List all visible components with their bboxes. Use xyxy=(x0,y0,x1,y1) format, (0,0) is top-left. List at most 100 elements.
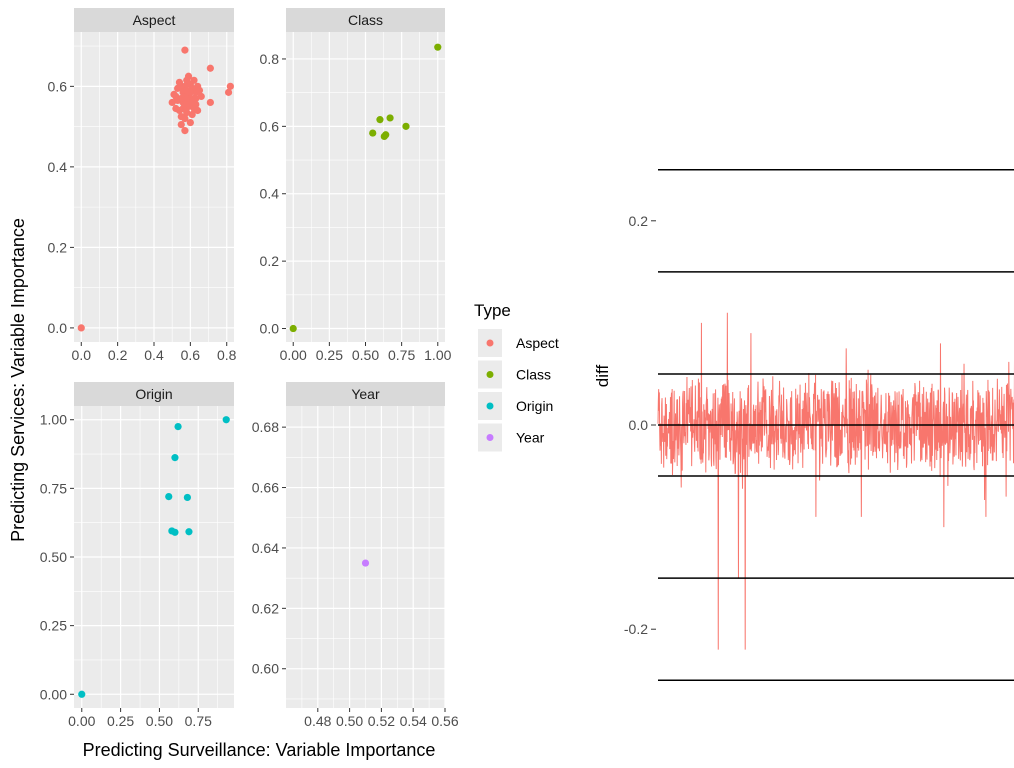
scatter-point-class xyxy=(402,122,410,130)
scatter-point-aspect xyxy=(195,86,204,94)
y-tick-label: 0.60 xyxy=(252,661,279,677)
scatter-point-aspect xyxy=(192,94,200,103)
y-tick-label: 0.25 xyxy=(40,618,67,634)
legend-swatch-origin xyxy=(486,402,494,410)
scatter-point-class xyxy=(380,132,388,141)
facet-strip-aspect xyxy=(74,8,234,32)
scatter-point-origin xyxy=(171,454,179,462)
legend-swatch-year xyxy=(486,434,494,441)
x-tick-label: 0.75 xyxy=(388,347,415,363)
diff-y-tick-label: -0.2 xyxy=(624,621,648,637)
x-tick-label: 0.50 xyxy=(352,347,379,363)
x-tick-label: 0.50 xyxy=(336,713,363,729)
scatter-point-class xyxy=(386,114,394,122)
x-tick-label: 0.75 xyxy=(185,713,212,729)
scatter-point-aspect xyxy=(177,112,185,121)
legend-label-year: Year xyxy=(516,430,545,446)
scatter-point-aspect xyxy=(168,98,176,107)
y-tick-label: 0.2 xyxy=(260,253,280,269)
scatter-point-aspect xyxy=(170,90,178,99)
scatter-point-aspect xyxy=(224,88,233,96)
scatter-point-origin xyxy=(78,690,86,698)
x-tick-label: 0.6 xyxy=(181,347,201,363)
y-tick-label: 0.4 xyxy=(48,159,68,175)
diff-y-tick-label: 0.2 xyxy=(629,213,649,229)
scatter-point-aspect xyxy=(177,94,185,103)
facet-aspect: Aspect 0.0 0.2 0.4 0.6 0.8 0.0 0.2 0.4 0.6 xyxy=(48,8,237,363)
x-tick-label: 0.25 xyxy=(316,347,343,363)
y-tick-label: 0.8 xyxy=(260,51,280,67)
diff-series-line-0 xyxy=(657,312,1014,650)
scatter-point-aspect xyxy=(181,46,189,54)
scatter-point-aspect xyxy=(175,78,184,86)
y-tick-label: 0.62 xyxy=(252,600,279,616)
legend-label-origin: Origin xyxy=(516,398,553,414)
scatter-point-aspect xyxy=(186,88,194,96)
scatter-point-origin xyxy=(165,493,173,501)
legend-title: Type xyxy=(474,301,511,320)
x-tick-label: 0.8 xyxy=(217,347,237,363)
scatter-point-aspect xyxy=(190,76,198,84)
y-tick-label: 0.0 xyxy=(260,321,280,337)
scatter-point-class xyxy=(369,129,377,137)
facet-strip-year xyxy=(286,382,445,406)
scatter-point-aspect xyxy=(181,127,189,135)
x-tick-label: 0.52 xyxy=(368,713,395,729)
facet-panels: Aspect 0.0 0.2 0.4 0.6 0.8 0.0 0.2 0.4 0.6 Class 0.… xyxy=(40,8,459,729)
x-tick-label: 0.48 xyxy=(304,713,331,729)
facet-strip-label-year: Year xyxy=(351,386,380,402)
scatter-point-origin xyxy=(171,528,179,536)
y-tick-label: 0.4 xyxy=(260,186,280,202)
y-tick-label: 0.0 xyxy=(48,320,68,336)
y-tick-label: 0.50 xyxy=(40,549,67,565)
legend-swatch-aspect xyxy=(486,339,494,347)
legend-label-class: Class xyxy=(516,367,551,383)
scatter-point-aspect xyxy=(188,110,196,119)
facet-year: Year 0.48 0.50 0.52 0.54 0.56 0.60 0.62 0.64 0.66… xyxy=(252,382,459,729)
scatter-point-aspect xyxy=(174,84,182,92)
x-tick-label: 0.4 xyxy=(144,347,164,363)
scatter-point-year xyxy=(361,559,370,567)
facet-strip-class xyxy=(286,8,445,32)
scatter-point-class xyxy=(376,116,384,124)
facet-strip-origin xyxy=(74,382,234,406)
y-tick-label: 0.2 xyxy=(48,239,68,255)
scatter-point-aspect xyxy=(197,92,205,101)
y-tick-label: 0.75 xyxy=(40,480,67,496)
y-tick-label: 1.00 xyxy=(40,412,67,428)
x-tick-label: 0.2 xyxy=(108,347,128,363)
diff-line-chart: diff 0.2 0.0 -0.2 xyxy=(593,169,1014,681)
scatter-point-aspect xyxy=(177,120,185,129)
scatter-point-aspect xyxy=(206,98,214,107)
scatter-point-aspect xyxy=(186,118,194,127)
scatter-point-origin xyxy=(174,422,182,431)
x-tick-label: 0.00 xyxy=(280,347,307,363)
x-tick-label: 0.25 xyxy=(107,713,134,729)
diff-y-axis-title: diff xyxy=(593,365,612,388)
legend-swatch-class xyxy=(486,371,494,378)
x-tick-label: 0.54 xyxy=(400,713,427,729)
legend-label-aspect: Aspect xyxy=(516,335,559,351)
x-tick-label: 0.00 xyxy=(68,713,95,729)
facet-origin: Origin 0.00 0.25 0.50 0.75 0.00 0.25 0.50 0.75 1.… xyxy=(40,382,234,729)
y-tick-label: 0.64 xyxy=(252,540,279,556)
y-tick-label: 0.00 xyxy=(40,686,67,702)
facet-strip-label-class: Class xyxy=(348,12,383,28)
facet-strip-label-aspect: Aspect xyxy=(133,12,176,28)
scatter-point-aspect xyxy=(226,82,234,90)
legend: Aspect Class Origin Year xyxy=(478,329,559,452)
scatter-point-origin xyxy=(222,416,230,424)
facet-strip-label-origin: Origin xyxy=(135,386,172,402)
y-tick-label: 0.66 xyxy=(252,480,279,496)
x-tick-label: 0.50 xyxy=(146,713,173,729)
scatter-point-aspect xyxy=(172,104,180,113)
y-axis-title: Predicting Services: Variable Importance xyxy=(8,218,28,542)
scatter-point-aspect xyxy=(184,72,193,80)
scatter-point-class xyxy=(434,43,442,51)
scatter-point-class xyxy=(289,324,297,333)
x-tick-label: 1.00 xyxy=(424,347,451,363)
y-tick-label: 0.68 xyxy=(252,419,279,435)
y-tick-label: 0.6 xyxy=(260,118,280,134)
